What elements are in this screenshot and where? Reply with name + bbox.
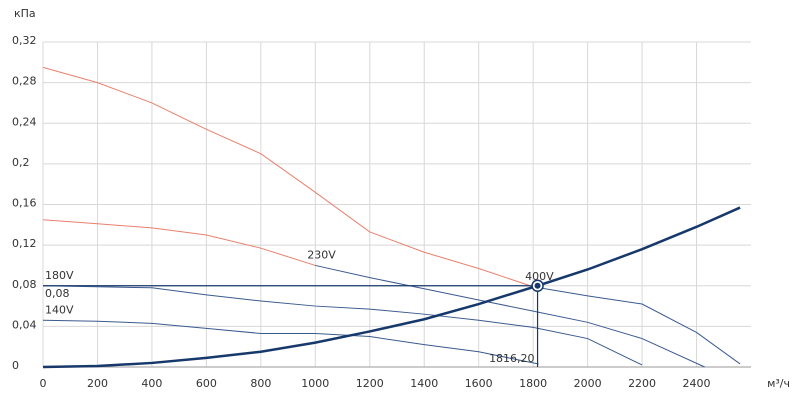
x-tick-label: 2200 xyxy=(628,377,656,390)
x-tick-label: 1400 xyxy=(410,377,438,390)
y-tick-label: 0,32 xyxy=(12,34,37,47)
series-line xyxy=(533,286,741,365)
x-tick-label: 400 xyxy=(141,377,162,390)
x-tick-label: 2400 xyxy=(683,377,711,390)
x-tick-label: 800 xyxy=(250,377,271,390)
x-axis-label: м³/ч xyxy=(767,377,790,390)
series-line xyxy=(42,219,316,266)
series-label: 140V xyxy=(45,303,74,316)
series-line xyxy=(315,264,705,368)
y-axis-label: кПа xyxy=(14,7,36,20)
series-label: 230V xyxy=(307,248,336,261)
x-tick-label: 0 xyxy=(40,377,47,390)
y-tick-label: 0 xyxy=(12,359,19,372)
series-label: 400V xyxy=(525,270,554,283)
series-label: 180V xyxy=(45,269,74,282)
op-y-label: 0,08 xyxy=(45,287,70,300)
y-tick-label: 0,24 xyxy=(12,115,37,128)
op-x-label: 1816,20 xyxy=(489,352,535,365)
y-tick-label: 0,2 xyxy=(12,156,30,169)
x-tick-label: 200 xyxy=(87,377,108,390)
series-line xyxy=(42,206,741,369)
y-tick-label: 0,08 xyxy=(12,278,37,291)
y-tick-label: 0,12 xyxy=(12,237,37,250)
x-tick-label: 1000 xyxy=(301,377,329,390)
x-tick-label: 600 xyxy=(196,377,217,390)
operating-point-core xyxy=(534,282,541,289)
x-tick-label: 1600 xyxy=(465,377,493,390)
series-line xyxy=(42,66,534,288)
x-tick-label: 2000 xyxy=(574,377,602,390)
x-tick-label: 1800 xyxy=(519,377,547,390)
y-tick-label: 0,04 xyxy=(12,318,37,331)
series-line xyxy=(42,319,539,365)
y-tick-label: 0,16 xyxy=(12,197,37,210)
x-tick-label: 1200 xyxy=(356,377,384,390)
y-tick-label: 0,28 xyxy=(12,75,37,88)
series-line xyxy=(42,285,643,366)
